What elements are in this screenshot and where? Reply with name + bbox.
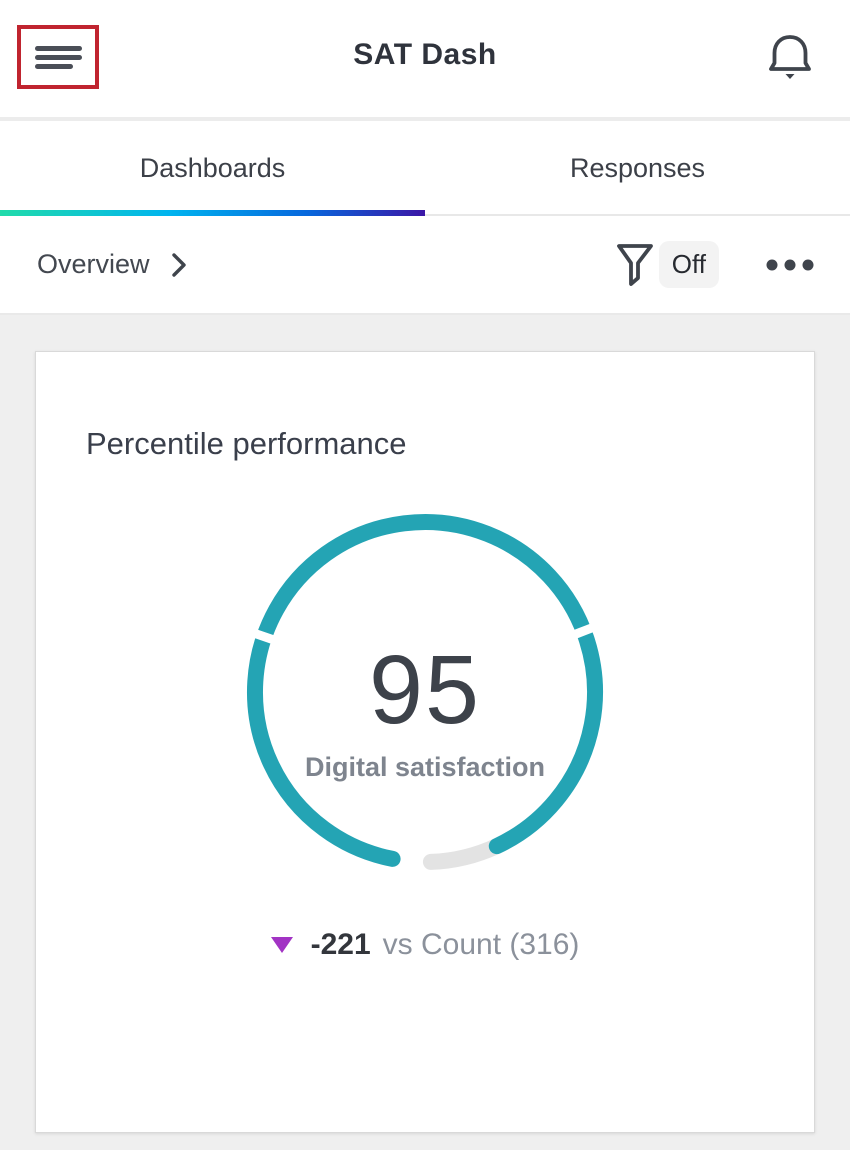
active-tab-indicator: [0, 210, 425, 216]
gauge-ring: [247, 514, 603, 870]
gauge-metric-label: Digital satisfaction: [304, 752, 546, 782]
filter-icon[interactable]: [616, 243, 654, 287]
comparison-delta: -221: [310, 928, 371, 961]
tab-dashboards[interactable]: Dashboards: [0, 121, 425, 216]
tab-bar: Dashboards Responses: [0, 121, 850, 216]
sub-header-actions: Off: [616, 241, 815, 288]
breadcrumb[interactable]: Overview: [37, 249, 188, 280]
bell-icon: [769, 35, 811, 79]
tab-responses-label: Responses: [569, 153, 706, 183]
top-bar: SAT Dash: [0, 0, 850, 117]
tab-dashboards-label: Dashboards: [139, 153, 286, 183]
gauge-tick-gap-left: [252, 628, 277, 645]
hamburger-menu-button[interactable]: [17, 25, 99, 89]
gauge-center-text: 95 Digital satisfaction: [235, 522, 615, 902]
header-divider: [0, 117, 850, 121]
tab-responses[interactable]: Responses: [425, 121, 850, 216]
gauge-value: 95: [369, 635, 481, 744]
ellipsis-icon: [766, 259, 814, 270]
chevron-right-icon: [171, 252, 186, 277]
dashboard-content: Percentile performance 95 Digital satisf…: [0, 315, 850, 1150]
gauge-chart: 95 Digital satisfaction: [235, 502, 615, 882]
notifications-button[interactable]: [768, 32, 812, 82]
app-title: SAT Dash: [353, 38, 497, 71]
percentile-performance-widget: Percentile performance 95 Digital satisf…: [35, 351, 815, 1133]
dashboard-sub-header: Overview Off: [0, 216, 850, 315]
filter-status-badge[interactable]: Off: [658, 241, 719, 288]
breadcrumb-label: Overview: [37, 249, 150, 279]
hamburger-menu-icon: [35, 42, 95, 73]
comparison-row: -221 vs Count (316): [36, 928, 814, 962]
gauge-tick-gap-right: [571, 622, 596, 640]
down-triangle-icon: [270, 937, 293, 953]
widget-title: Percentile performance: [86, 426, 407, 461]
more-options-button[interactable]: [765, 258, 815, 272]
comparison-reference: vs Count (316): [382, 928, 580, 961]
gauge-value-arc: [247, 514, 603, 867]
